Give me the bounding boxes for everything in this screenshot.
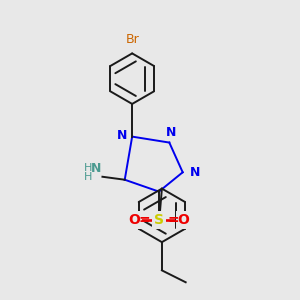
Text: N: N [166, 126, 176, 139]
Text: S: S [154, 213, 164, 227]
Text: O: O [178, 213, 190, 227]
Text: H: H [84, 172, 92, 182]
Text: =: = [139, 212, 151, 226]
Text: N: N [190, 166, 200, 179]
Text: =: = [167, 212, 179, 226]
Text: N: N [116, 129, 127, 142]
Text: Br: Br [125, 33, 139, 46]
Text: N: N [91, 162, 102, 175]
Text: O: O [128, 213, 140, 227]
Text: H: H [84, 164, 92, 173]
